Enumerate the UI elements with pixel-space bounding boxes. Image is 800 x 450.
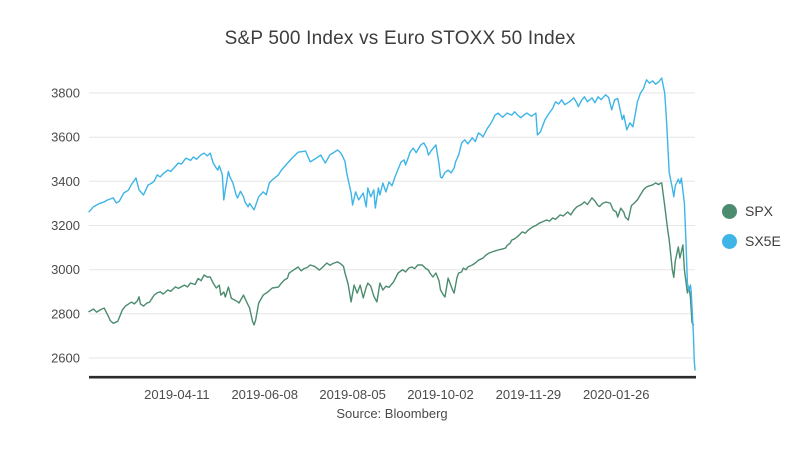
y-tick-label: 3600 xyxy=(51,130,80,145)
legend-item-spx[interactable]: SPX xyxy=(722,203,781,219)
source-caption: Source: Bloomberg xyxy=(336,406,448,421)
y-tick-label: 3800 xyxy=(51,86,80,101)
y-tick-label: 3000 xyxy=(51,262,80,277)
sx5e-line[interactable] xyxy=(88,77,696,371)
legend: SPX SX5E xyxy=(722,203,781,263)
x-tick-label: 2020-01-26 xyxy=(583,387,650,402)
y-tick-label: 2600 xyxy=(51,351,80,366)
y-tick-label: 3400 xyxy=(51,174,80,189)
x-tick-label: 2019-08-05 xyxy=(319,387,386,402)
x-tick-label: 2019-10-02 xyxy=(407,387,474,402)
legend-label-sx5e: SX5E xyxy=(745,233,781,249)
x-tick-label: 2019-06-08 xyxy=(231,387,298,402)
legend-item-sx5e[interactable]: SX5E xyxy=(722,233,781,249)
x-tick-label: 2019-04-11 xyxy=(144,387,210,402)
legend-label-spx: SPX xyxy=(745,203,774,219)
y-tick-label: 3200 xyxy=(51,218,80,233)
sx5e-marker-icon xyxy=(722,233,737,249)
chart-title: S&P 500 Index vs Euro STOXX 50 Index xyxy=(224,28,576,49)
x-tick-label: 2019-11-29 xyxy=(496,387,562,402)
spx-marker-icon xyxy=(722,203,737,219)
spx-line[interactable] xyxy=(88,182,695,326)
y-tick-label: 2800 xyxy=(51,306,80,321)
